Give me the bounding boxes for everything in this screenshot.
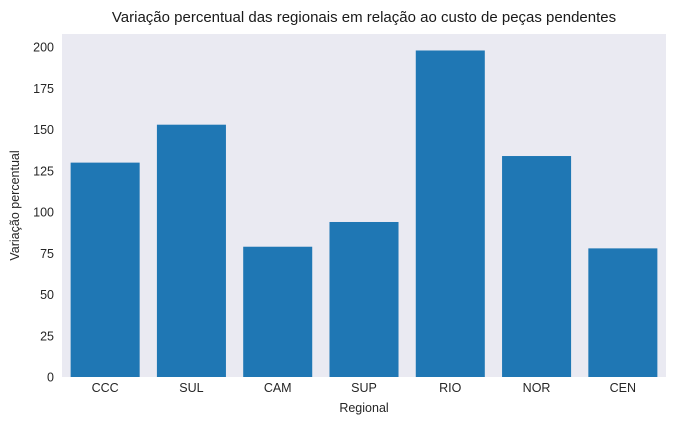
y-tick-label-150: 150 [33, 123, 54, 137]
y-tick-label-125: 125 [33, 164, 54, 178]
x-axis-label: Regional [339, 401, 388, 415]
x-tick-label-sul: SUL [179, 381, 203, 395]
x-tick-label-cam: CAM [264, 381, 292, 395]
x-tick-label-rio: RIO [439, 381, 462, 395]
y-tick-label-0: 0 [47, 371, 54, 385]
chart-title: Variação percentual das regionais em rel… [112, 9, 616, 26]
bars-group [70, 50, 658, 377]
bar-rio [415, 50, 485, 377]
y-tick-label-75: 75 [40, 247, 54, 261]
bar-cen [588, 248, 658, 377]
x-axis-ticks: CCC SUL CAM SUP RIO NOR CEN [92, 381, 636, 395]
bar-sup [329, 221, 399, 377]
bar-cam [243, 246, 313, 377]
y-tick-label-175: 175 [33, 82, 54, 96]
y-tick-label-25: 25 [40, 329, 54, 343]
y-axis-label: Variação percentual [8, 150, 22, 260]
x-tick-label-cen: CEN [610, 381, 636, 395]
x-tick-label-ccc: CCC [92, 381, 119, 395]
y-tick-label-200: 200 [33, 41, 54, 55]
x-tick-label-nor: NOR [523, 381, 551, 395]
bar-sul [156, 124, 226, 377]
y-tick-label-100: 100 [33, 206, 54, 220]
bar-ccc [70, 162, 140, 377]
y-tick-label-50: 50 [40, 288, 54, 302]
bar-nor [502, 156, 572, 377]
y-axis-ticks: 0 25 50 75 100 125 150 175 200 [33, 41, 54, 385]
x-tick-label-sup: SUP [351, 381, 377, 395]
